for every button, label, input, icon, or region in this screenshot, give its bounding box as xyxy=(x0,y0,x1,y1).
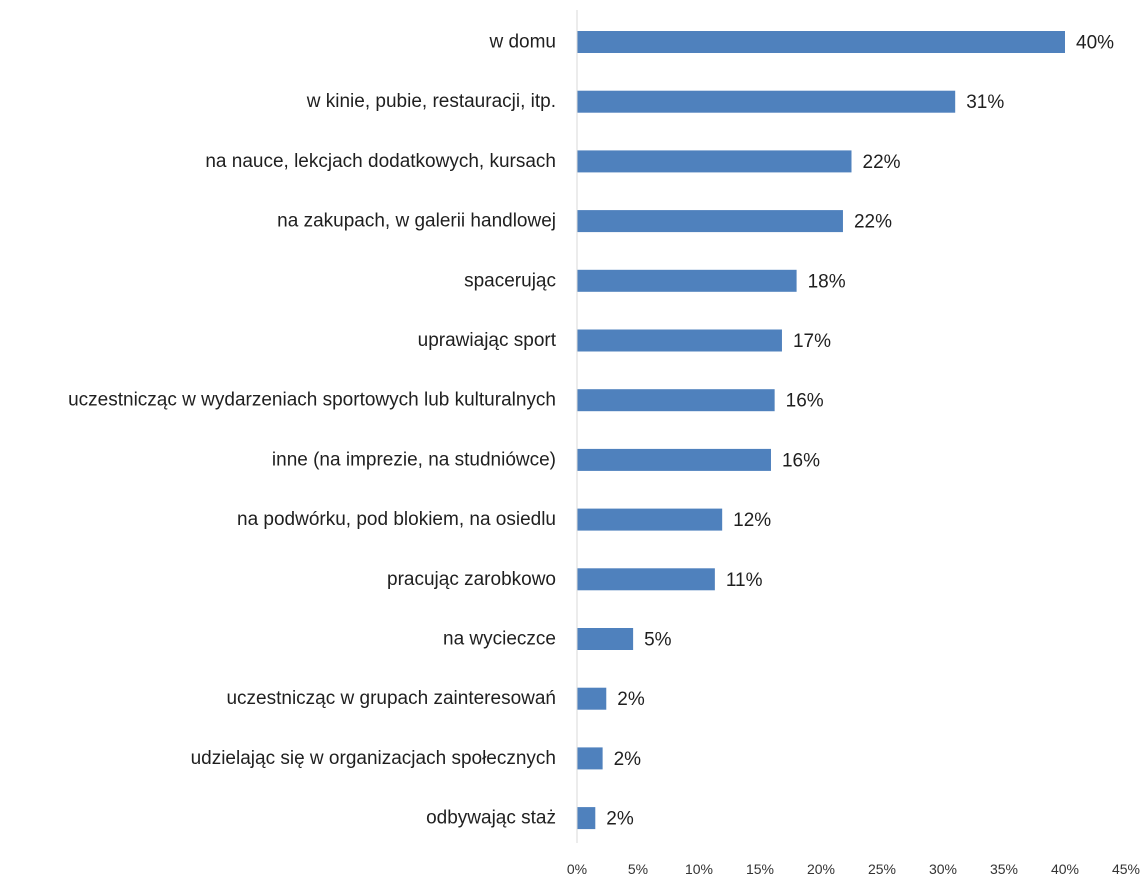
category-label: na nauce, lekcjach dodatkowych, kursach xyxy=(205,151,556,172)
bar xyxy=(577,90,956,113)
category-label: uprawiając sport xyxy=(418,330,557,351)
data-label: 2% xyxy=(617,689,645,710)
category-label: pracując zarobkowo xyxy=(387,569,556,590)
x-tick-label: 25% xyxy=(868,861,896,877)
bar xyxy=(577,448,771,471)
bar xyxy=(577,687,607,710)
bar xyxy=(577,568,715,591)
bar xyxy=(577,508,723,531)
category-label: spacerując xyxy=(464,270,556,291)
bar xyxy=(577,628,634,650)
x-tick-label: 20% xyxy=(807,861,835,877)
bar xyxy=(577,389,775,412)
data-label: 22% xyxy=(854,212,892,233)
x-tick-label: 10% xyxy=(685,861,713,877)
bars-layer xyxy=(577,31,1065,830)
category-label: odbywając staż xyxy=(426,808,556,829)
bar xyxy=(577,31,1065,53)
bar xyxy=(577,269,797,292)
bar xyxy=(577,747,603,770)
x-tick-label: 15% xyxy=(746,861,774,877)
data-label: 40% xyxy=(1076,33,1114,54)
bar xyxy=(577,329,782,352)
category-label: w domu xyxy=(488,32,556,53)
category-label: udzielając się w organizacjach społeczny… xyxy=(191,748,556,769)
x-tick-label: 40% xyxy=(1051,861,1079,877)
category-label: na wycieczce xyxy=(443,629,556,650)
x-tick-label: 30% xyxy=(929,861,957,877)
data-label: 18% xyxy=(808,271,846,292)
data-label: 5% xyxy=(644,630,672,651)
category-label: inne (na imprezie, na studniówce) xyxy=(272,449,556,470)
data-label: 22% xyxy=(863,152,901,173)
category-labels: w domu w kinie, pubie, restauracji, itp. n… xyxy=(68,32,557,829)
category-label: w kinie, pubie, restauracji, itp. xyxy=(306,91,556,112)
bar xyxy=(577,210,843,233)
data-label: 12% xyxy=(733,510,771,531)
bar xyxy=(577,807,596,830)
data-label: 16% xyxy=(782,450,820,471)
bar xyxy=(577,150,852,173)
x-tick-label: 35% xyxy=(990,861,1018,877)
data-label: 2% xyxy=(614,749,642,770)
x-tick-label: 45% xyxy=(1112,861,1140,877)
x-tick-label: 5% xyxy=(628,861,648,877)
category-label: na zakupach, w galerii handlowej xyxy=(277,211,556,232)
data-label: 16% xyxy=(786,391,824,412)
data-label: 2% xyxy=(606,809,634,830)
data-label: 11% xyxy=(726,570,763,591)
data-label: 17% xyxy=(793,331,831,352)
category-label: na podwórku, pod blokiem, na osiedlu xyxy=(237,509,556,530)
value-labels: 40% 31% 22% 22% 18% 17% 16% 16% 12% 11% 5% 2% 2% 2% xyxy=(606,33,1114,830)
category-label: uczestnicząc w grupach zainteresowań xyxy=(226,688,556,709)
x-tick-label: 0% xyxy=(567,861,587,877)
x-axis-tick-labels: 0% 5% 10% 15% 20% 25% 30% 35% 40% 45% xyxy=(567,861,1140,877)
category-label: uczestnicząc w wydarzeniach sportowych l… xyxy=(68,390,556,411)
data-label: 31% xyxy=(966,92,1004,113)
